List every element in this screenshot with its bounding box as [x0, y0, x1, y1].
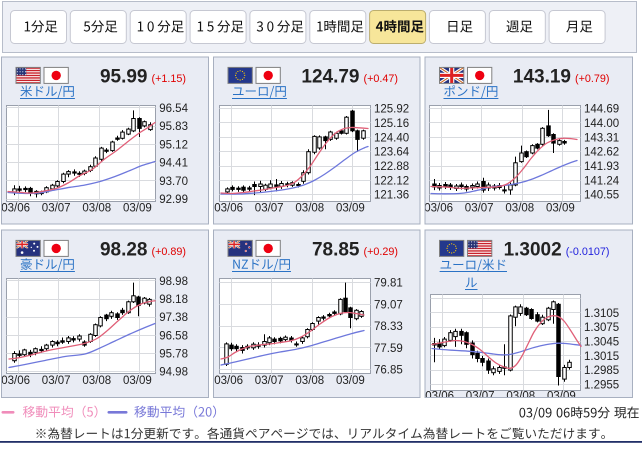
svg-text:(+0.47): (+0.47) [363, 73, 398, 85]
svg-text:03/08: 03/08 [82, 375, 111, 387]
svg-text:03/06: 03/06 [214, 375, 243, 387]
svg-text:03/08: 03/08 [295, 202, 324, 214]
svg-text:98.98: 98.98 [159, 276, 188, 288]
svg-text:03/09: 03/09 [546, 202, 575, 214]
svg-text:97.38: 97.38 [159, 312, 188, 324]
svg-text:124.79: 124.79 [301, 67, 359, 88]
svg-text:144.00: 144.00 [584, 118, 619, 130]
svg-text:1.2955: 1.2955 [584, 379, 619, 391]
svg-text:95.78: 95.78 [159, 348, 188, 360]
svg-text:(+1.15): (+1.15) [151, 73, 186, 85]
svg-text:78.33: 78.33 [374, 321, 403, 333]
svg-text:124.40: 124.40 [374, 132, 409, 144]
svg-text:79.07: 79.07 [374, 299, 403, 311]
svg-text:03/09: 03/09 [547, 391, 576, 403]
svg-text:03/06: 03/06 [1, 375, 30, 387]
svg-text:141.24: 141.24 [584, 175, 620, 187]
svg-text:95.83: 95.83 [159, 121, 188, 133]
svg-text:1.3045: 1.3045 [584, 337, 619, 349]
svg-text:03/09: 03/09 [336, 202, 365, 214]
svg-text:03/08: 03/08 [505, 202, 534, 214]
svg-text:78.85: 78.85 [312, 240, 360, 261]
svg-text:03/09: 03/09 [336, 375, 365, 387]
svg-text:125.92: 125.92 [374, 104, 409, 116]
svg-text:76.85: 76.85 [374, 365, 403, 377]
svg-text:(-0.0107): (-0.0107) [566, 246, 610, 258]
svg-text:123.64: 123.64 [374, 147, 410, 159]
svg-text:95.99: 95.99 [100, 67, 148, 88]
svg-text:125.16: 125.16 [374, 118, 409, 130]
svg-text:1.3105: 1.3105 [584, 308, 619, 320]
svg-text:98.18: 98.18 [159, 294, 188, 306]
svg-text:94.41: 94.41 [159, 158, 188, 170]
svg-text:122.88: 122.88 [374, 161, 409, 173]
svg-text:96.54: 96.54 [159, 103, 188, 115]
svg-text:94.98: 94.98 [159, 367, 188, 379]
svg-text:1.3002: 1.3002 [504, 240, 562, 261]
svg-text:03/07: 03/07 [255, 202, 284, 214]
svg-text:(+0.79): (+0.79) [575, 73, 610, 85]
svg-text:03/07: 03/07 [255, 375, 284, 387]
svg-text:03/06: 03/06 [425, 391, 454, 403]
svg-text:140.55: 140.55 [584, 190, 619, 202]
svg-text:143.31: 143.31 [584, 132, 619, 144]
svg-text:(+0.29): (+0.29) [363, 246, 398, 258]
svg-text:142.62: 142.62 [584, 147, 619, 159]
svg-text:79.81: 79.81 [374, 278, 403, 290]
svg-text:1.3015: 1.3015 [584, 351, 619, 363]
svg-text:143.19: 143.19 [513, 67, 571, 88]
svg-text:(+0.89): (+0.89) [151, 246, 186, 258]
svg-text:98.28: 98.28 [100, 240, 148, 261]
svg-text:141.93: 141.93 [584, 161, 619, 173]
svg-text:03/09: 03/09 [123, 202, 152, 214]
svg-text:144.69: 144.69 [584, 104, 619, 116]
svg-text:1.3075: 1.3075 [584, 322, 619, 334]
svg-text:03/07: 03/07 [465, 202, 494, 214]
svg-text:03/08: 03/08 [82, 202, 111, 214]
svg-text:03/06: 03/06 [214, 202, 243, 214]
svg-text:77.59: 77.59 [374, 343, 403, 355]
svg-text:03/08: 03/08 [506, 391, 535, 403]
svg-text:03/06: 03/06 [1, 202, 30, 214]
svg-text:03/09: 03/09 [123, 375, 152, 387]
svg-text:93.70: 93.70 [159, 176, 188, 188]
svg-text:121.36: 121.36 [374, 190, 409, 202]
svg-text:96.58: 96.58 [159, 330, 188, 342]
svg-text:03/08: 03/08 [295, 375, 324, 387]
svg-text:03/07: 03/07 [42, 202, 71, 214]
svg-text:1.2985: 1.2985 [584, 365, 619, 377]
svg-text:95.12: 95.12 [159, 139, 188, 151]
svg-text:03/07: 03/07 [42, 375, 71, 387]
svg-text:122.12: 122.12 [374, 175, 409, 187]
svg-text:03/06: 03/06 [424, 202, 453, 214]
svg-text:03/07: 03/07 [466, 391, 495, 403]
svg-text:92.99: 92.99 [159, 194, 188, 206]
